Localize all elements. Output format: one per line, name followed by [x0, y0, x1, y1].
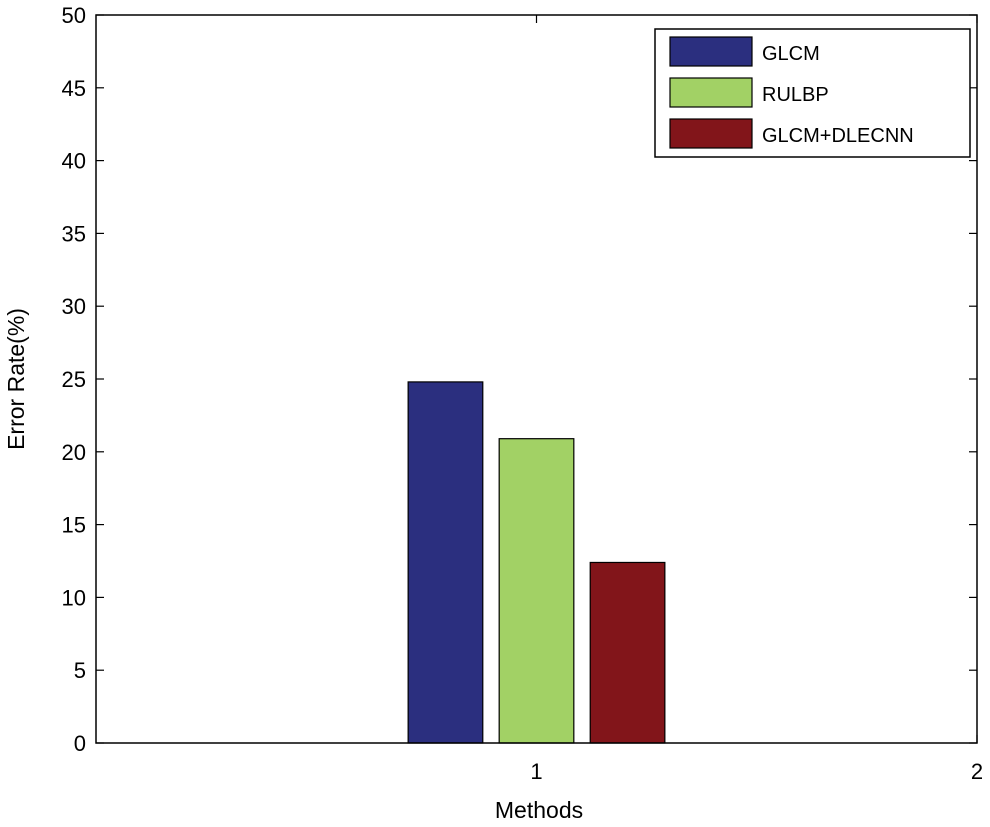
y-tick-label: 5: [74, 658, 86, 683]
legend-swatch: [669, 118, 753, 149]
legend-swatch: [669, 36, 753, 67]
x-tick-label: 1: [530, 759, 542, 784]
x-axis-title: Methods: [495, 797, 583, 823]
legend: GLCM RULBP GLCM+DLECNN: [654, 28, 971, 158]
bar-rulbp: [498, 438, 575, 744]
y-tick-label: 15: [62, 513, 86, 538]
y-tick-label: 40: [62, 149, 86, 174]
bars-group: [407, 381, 666, 744]
y-tick-label: 0: [74, 731, 86, 756]
y-tick-label: 35: [62, 221, 86, 246]
bar-glcm-dlecnn: [589, 561, 666, 744]
y-tick-label: 25: [62, 367, 86, 392]
legend-items: GLCM RULBP GLCM+DLECNN: [669, 36, 914, 149]
y-tick-label: 30: [62, 294, 86, 319]
y-tick-label: 45: [62, 76, 86, 101]
y-tick-label: 50: [62, 3, 86, 28]
legend-label: GLCM: [762, 43, 820, 65]
y-tick-labels: 0 5 10 15 20 25 30 35 40 45 50: [62, 3, 86, 756]
y-axis-title: Error Rate(%): [3, 308, 29, 450]
plot-frame: [95, 14, 978, 744]
x-tick-label: 2: [971, 759, 983, 784]
y-tick-label: 10: [62, 585, 86, 610]
legend-label: RULBP: [762, 84, 829, 106]
y-tick-label: 20: [62, 440, 86, 465]
legend-swatch: [669, 77, 753, 108]
legend-label: GLCM+DLECNN: [762, 125, 914, 147]
bar-glcm: [407, 381, 484, 744]
